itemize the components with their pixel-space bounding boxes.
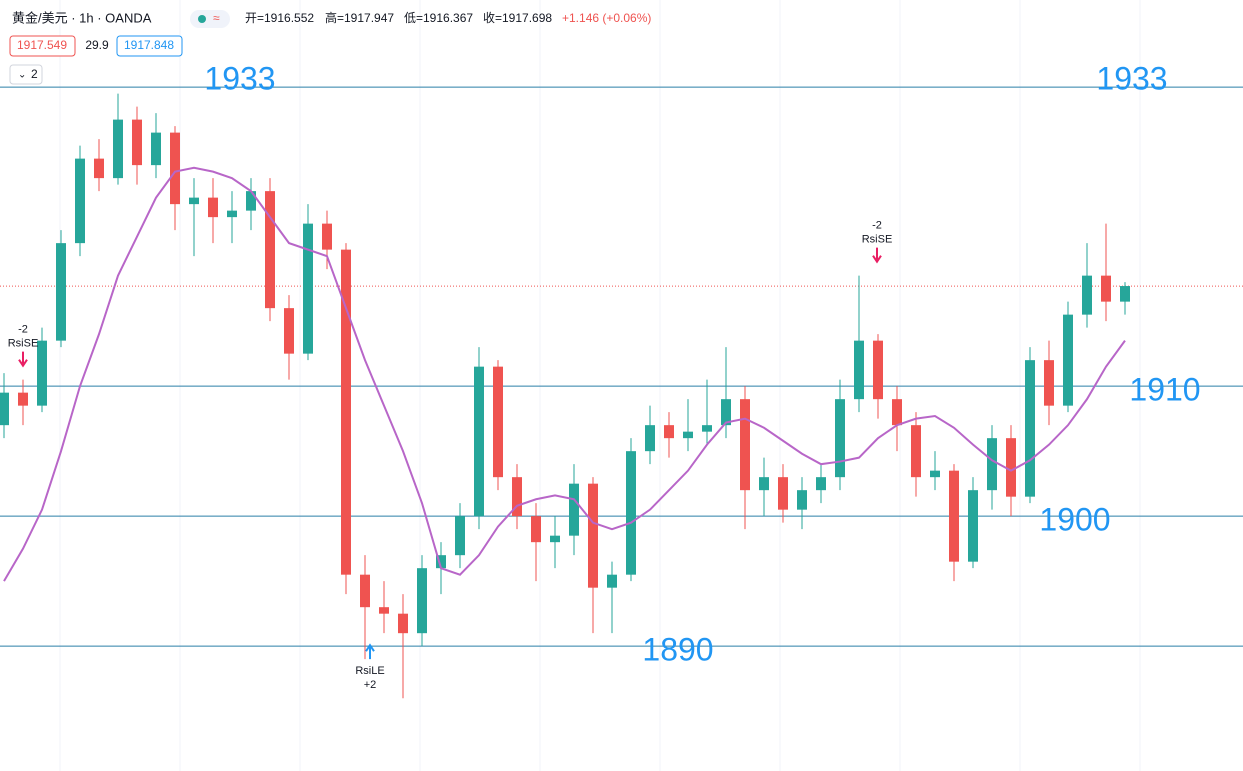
candle-body — [721, 399, 731, 426]
symbol: 黄金/美元 · 1h · OANDA — [12, 10, 152, 25]
signal-arrow — [18, 351, 28, 368]
candle-body — [0, 392, 9, 426]
signal-name: RsiSE — [8, 338, 39, 350]
candle-body — [170, 132, 180, 205]
candle-body — [398, 613, 408, 634]
candle-body — [645, 425, 655, 452]
candle-body — [417, 568, 427, 634]
candle-body — [265, 191, 275, 309]
candle-body — [18, 392, 28, 406]
signal-name: RsiSE — [862, 234, 893, 246]
candle-body — [455, 516, 465, 556]
candle-body — [341, 249, 351, 575]
level-label: 1900 — [1039, 502, 1110, 538]
candle-body — [132, 119, 142, 166]
candle-body — [1063, 314, 1073, 406]
candle-body — [37, 340, 47, 406]
candle-body — [436, 555, 446, 569]
candle-body — [379, 607, 389, 614]
candle-body — [968, 490, 978, 562]
candle-body — [664, 425, 674, 439]
level-label: 1933 — [1096, 61, 1167, 97]
candle-body — [835, 399, 845, 478]
candle-body — [94, 158, 104, 179]
candle-body — [227, 210, 237, 218]
level-label: 1910 — [1129, 372, 1200, 408]
candle-body — [949, 470, 959, 562]
candle-body — [474, 366, 484, 517]
candle-body — [113, 119, 123, 179]
candle-body — [1025, 360, 1035, 497]
ohlc-low: 低=1916.367 — [404, 11, 473, 25]
candle-body — [75, 158, 85, 244]
candle-body — [512, 477, 522, 517]
candle-body — [683, 431, 693, 439]
candle-body — [702, 425, 712, 432]
bid-box[interactable] — [9, 35, 76, 57]
candle-body — [626, 451, 636, 575]
moving-average — [3, 166, 1126, 582]
candle-body — [778, 477, 788, 510]
signal-arrow — [365, 643, 375, 660]
candle-body — [151, 132, 161, 166]
candle-body — [208, 197, 218, 218]
ohlc-open: 开=1916.552 — [245, 11, 314, 25]
candle-body — [246, 191, 256, 211]
candle-body — [569, 483, 579, 536]
candle-body — [322, 223, 332, 250]
candle-body — [303, 223, 313, 354]
signal-qty: -2 — [18, 324, 28, 336]
candle-body — [873, 340, 883, 400]
ohlc-close: 收=1917.698 — [483, 11, 552, 25]
candle-body — [1082, 275, 1092, 315]
legend-header: 黄金/美元 · 1h · OANDA ≈ 开=1916.552 高=1917.9… — [9, 10, 651, 85]
status-dot — [198, 15, 206, 23]
candle-body — [930, 470, 940, 478]
signal-name: RsiLE — [355, 665, 384, 677]
signal-arrow — [872, 247, 882, 264]
collapse-icon: ⌄ — [18, 70, 26, 81]
plot: 1933 1933 1910 1900 1890 -2 RsiSE RsiLE +2 -2 RsiS… — [0, 61, 1201, 699]
candle-body — [797, 490, 807, 510]
ohlc-high: 高=1917.947 — [325, 10, 394, 25]
candle-body — [1101, 275, 1111, 302]
candle-body — [987, 438, 997, 491]
level-label: 1933 — [204, 61, 275, 97]
candle-body — [816, 477, 826, 491]
spread: 29.9 — [85, 38, 109, 52]
candle-body — [360, 574, 370, 608]
candle-body — [493, 366, 503, 478]
candle-body — [911, 425, 921, 478]
candle-body — [607, 574, 617, 588]
status-icon: ≈ — [213, 11, 220, 25]
bid: 1917.549 — [17, 38, 67, 52]
candle-body — [531, 516, 541, 543]
ask-box[interactable] — [116, 35, 183, 57]
candle-body — [892, 399, 902, 426]
candle-body — [1044, 360, 1054, 406]
candle-body — [588, 483, 598, 588]
collapse-button[interactable] — [9, 64, 43, 85]
candle-body — [284, 308, 294, 354]
candle-body — [740, 399, 750, 491]
ask: 1917.848 — [124, 38, 174, 52]
status-badge — [190, 10, 230, 28]
signal-qty: -2 — [872, 220, 882, 232]
candle-body — [550, 535, 560, 543]
level-label: 1890 — [642, 632, 713, 668]
candle-body — [189, 197, 199, 205]
candle-body — [1120, 286, 1130, 302]
collapse-count: 2 — [31, 67, 38, 81]
signal-qty: +2 — [364, 679, 377, 691]
ohlc-change: +1.146 (+0.06%) — [562, 11, 651, 25]
candle-body — [854, 340, 864, 400]
candle-body — [1006, 438, 1016, 497]
candle-body — [56, 243, 66, 341]
candle-body — [759, 477, 769, 491]
